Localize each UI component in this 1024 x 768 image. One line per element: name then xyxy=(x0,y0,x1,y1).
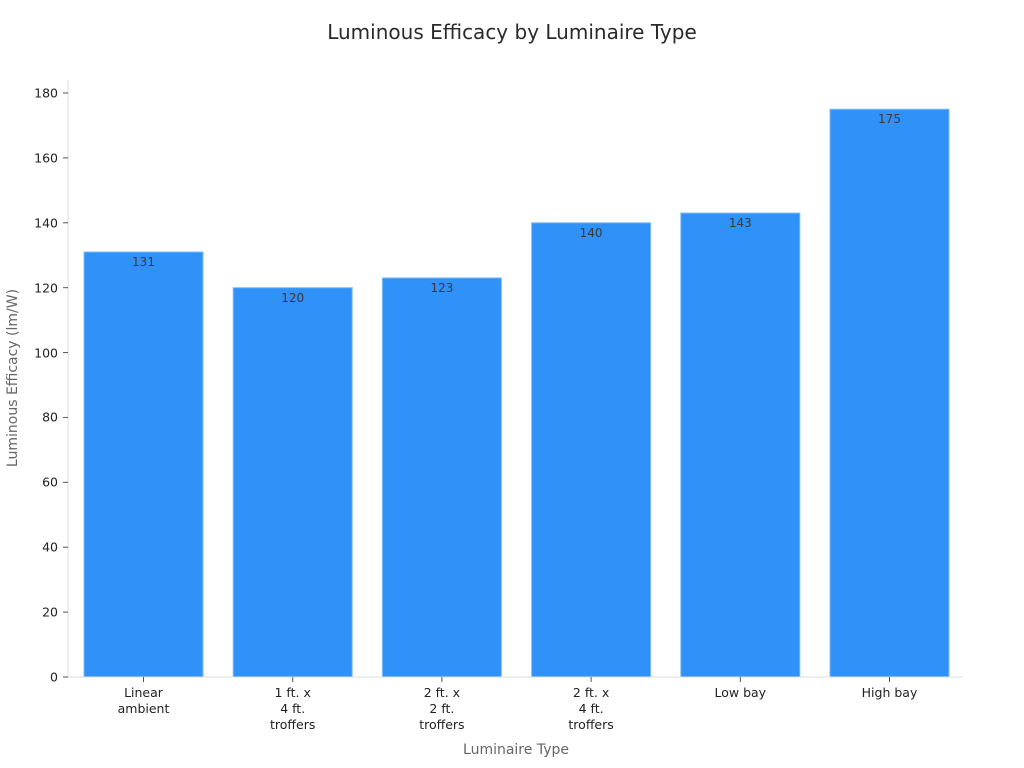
bars-group xyxy=(83,108,950,678)
bar-value-label: 143 xyxy=(728,216,752,231)
bar xyxy=(83,251,204,678)
y-tick-label: 0 xyxy=(50,669,58,685)
y-tick-label: 100 xyxy=(34,345,58,361)
y-tick-label: 180 xyxy=(34,85,58,101)
chart-title: Luminous Efficacy by Luminaire Type xyxy=(327,20,697,44)
bar-value-label: 140 xyxy=(579,225,603,240)
x-tick-label: High bay xyxy=(861,685,918,700)
bar-value-label: 175 xyxy=(878,112,901,127)
x-axis-title: Luminaire Type xyxy=(463,742,569,758)
bar xyxy=(531,222,652,678)
y-tick-label: 140 xyxy=(34,215,58,231)
bar xyxy=(232,287,353,678)
x-tick-label: Low bay xyxy=(714,685,767,700)
y-tick-label: 120 xyxy=(34,280,58,296)
x-ticks xyxy=(143,677,890,682)
y-tick-label: 160 xyxy=(34,150,58,166)
bar xyxy=(829,108,950,678)
y-tick-label: 40 xyxy=(42,539,58,555)
y-tick-label: 60 xyxy=(42,474,58,490)
bar-value-label: 120 xyxy=(281,290,305,305)
bar xyxy=(680,212,801,678)
y-tick-label: 80 xyxy=(42,409,58,425)
bar-value-label: 123 xyxy=(430,280,454,295)
y-ticks xyxy=(63,92,68,678)
y-tick-label: 20 xyxy=(42,604,58,620)
x-tick-label: Linear ambient xyxy=(117,685,170,716)
bar-value-label: 131 xyxy=(132,254,155,269)
bar xyxy=(381,277,502,678)
